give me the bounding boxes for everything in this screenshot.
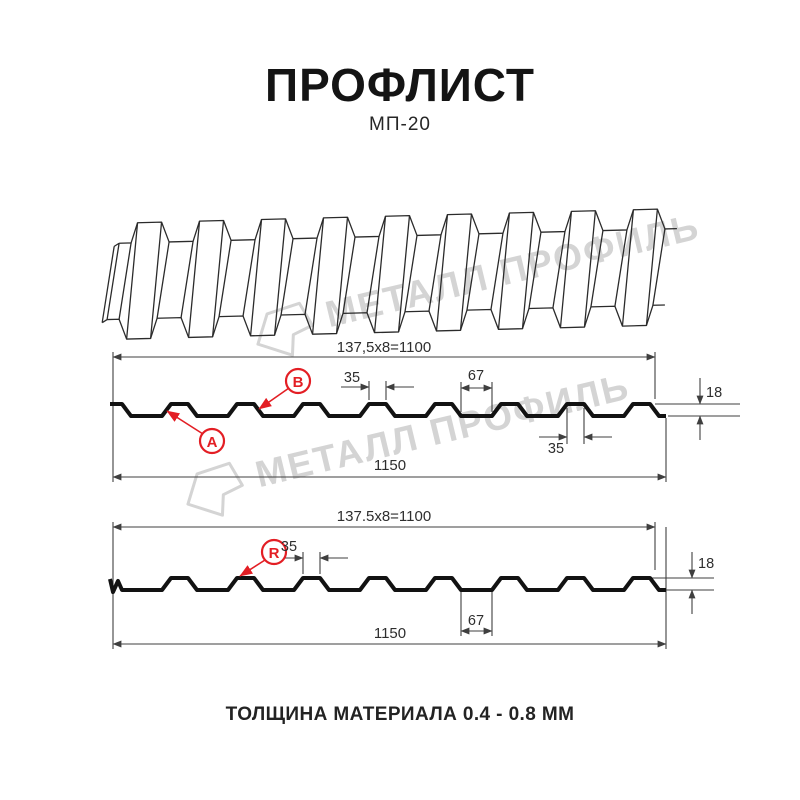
dim-text-crest: 35	[344, 370, 360, 386]
callout-circle-b	[284, 367, 312, 395]
profile-section-a: A B 137,5x8=1100 35 67 18 35 1150	[110, 339, 740, 482]
extension-line	[655, 403, 740, 417]
profile-section-r: R 137.5x8=1100 35 67 18 1150	[108, 508, 714, 649]
page-subtitle: МП-20	[369, 114, 431, 135]
material-thickness-note: ТОЛЩИНА МАТЕРИАЛА 0.4 - 0.8 ММ	[225, 704, 575, 725]
dim-text-valley: 67	[468, 368, 484, 384]
dim-tick	[368, 381, 387, 400]
sheet-rib-lines	[118, 209, 666, 340]
sheet-3d-view	[101, 208, 677, 340]
profile-outline	[110, 402, 666, 418]
dim-text-pitch: 137.5x8=1100	[337, 508, 431, 525]
dim-tick	[302, 552, 321, 574]
dim-text-overall: 1150	[374, 625, 406, 642]
callout-circle-a	[198, 427, 226, 455]
callout-circle-r	[260, 538, 288, 566]
dim-text-overall: 1150	[374, 457, 406, 474]
dim-text-crest: 35	[281, 539, 297, 555]
profile-outline	[108, 576, 666, 594]
dim-text-valley: 67	[468, 613, 484, 629]
dim-text-height: 18	[698, 556, 714, 572]
dim-text-pitch: 137,5x8=1100	[337, 339, 431, 356]
callout-label-a: A	[207, 434, 218, 451]
dim-tick	[460, 382, 493, 412]
callout-label-r: R	[269, 545, 280, 562]
leader-arrow-r	[239, 559, 266, 577]
dim-text-crest-bottom: 35	[548, 441, 564, 457]
sheet-bottom-edge	[107, 304, 665, 340]
sheet-cut-edge	[101, 242, 120, 324]
sheet-top-edge	[119, 208, 677, 244]
callout-label-b: B	[293, 374, 304, 391]
page-title: ПРОФЛИСТ	[265, 59, 535, 111]
dim-tick	[566, 408, 585, 444]
dim-text-height: 18	[706, 385, 722, 401]
leader-arrow-a	[166, 410, 204, 435]
leader-arrow-b	[258, 387, 290, 410]
